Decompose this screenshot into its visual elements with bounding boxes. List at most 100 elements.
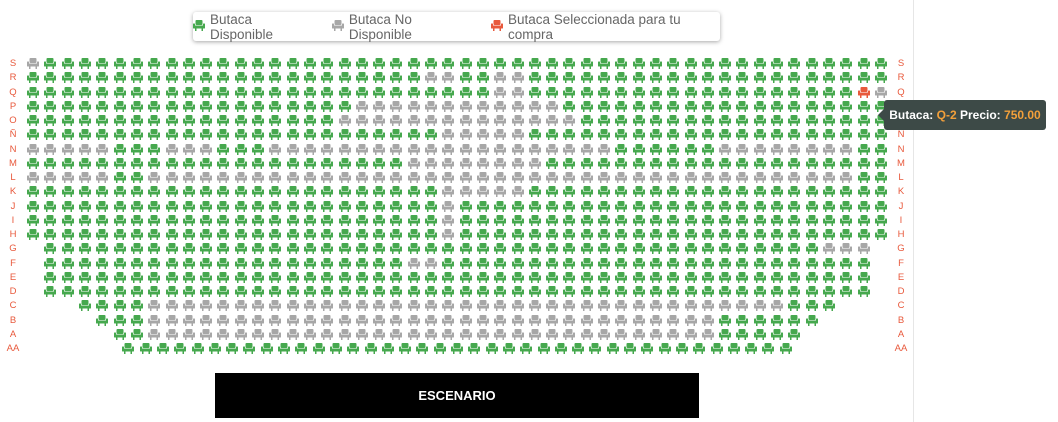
seat[interactable] bbox=[753, 243, 766, 255]
seat[interactable] bbox=[667, 72, 680, 84]
seat[interactable] bbox=[27, 200, 40, 212]
seat[interactable] bbox=[390, 157, 403, 169]
seat[interactable] bbox=[476, 214, 489, 226]
seat[interactable] bbox=[407, 200, 420, 212]
seat[interactable] bbox=[719, 243, 732, 255]
seat[interactable] bbox=[840, 58, 853, 69]
seat[interactable] bbox=[303, 271, 316, 283]
seat[interactable] bbox=[355, 129, 368, 141]
seat[interactable] bbox=[788, 157, 801, 169]
seat[interactable] bbox=[598, 243, 611, 255]
seat[interactable] bbox=[546, 72, 559, 84]
seat[interactable] bbox=[476, 72, 489, 84]
seat[interactable] bbox=[303, 58, 316, 69]
seat[interactable] bbox=[303, 86, 316, 98]
seat[interactable] bbox=[390, 257, 403, 269]
seat[interactable] bbox=[598, 286, 611, 297]
seat[interactable] bbox=[459, 72, 472, 84]
seat[interactable] bbox=[442, 58, 455, 69]
seat[interactable] bbox=[857, 143, 870, 155]
seat[interactable] bbox=[148, 86, 161, 98]
seat[interactable] bbox=[822, 100, 835, 112]
seat[interactable] bbox=[113, 72, 126, 84]
seat[interactable] bbox=[407, 58, 420, 69]
seat[interactable] bbox=[252, 129, 265, 141]
seat[interactable] bbox=[286, 271, 299, 283]
seat[interactable] bbox=[615, 186, 628, 198]
seat[interactable] bbox=[200, 200, 213, 212]
seat[interactable] bbox=[874, 157, 887, 169]
seat[interactable] bbox=[805, 200, 818, 212]
seat[interactable] bbox=[624, 343, 636, 354]
seat[interactable] bbox=[684, 286, 697, 297]
seat[interactable] bbox=[303, 200, 316, 212]
seat[interactable] bbox=[736, 72, 749, 84]
seat[interactable] bbox=[468, 343, 481, 354]
seat[interactable] bbox=[805, 100, 818, 112]
seat[interactable] bbox=[338, 271, 351, 283]
seat[interactable] bbox=[615, 257, 628, 269]
seat[interactable] bbox=[805, 286, 818, 297]
seat[interactable] bbox=[822, 271, 835, 283]
seat[interactable] bbox=[303, 100, 316, 112]
seat[interactable] bbox=[822, 115, 835, 126]
seat[interactable] bbox=[407, 243, 420, 255]
seat[interactable] bbox=[632, 86, 645, 98]
seat[interactable] bbox=[269, 229, 282, 240]
seat[interactable] bbox=[598, 186, 611, 198]
seat[interactable] bbox=[79, 115, 92, 126]
seat[interactable] bbox=[252, 243, 265, 255]
seat[interactable] bbox=[840, 271, 853, 283]
seat[interactable] bbox=[632, 243, 645, 255]
seat[interactable] bbox=[563, 157, 576, 169]
seat[interactable] bbox=[27, 72, 40, 84]
seat[interactable] bbox=[701, 271, 714, 283]
seat[interactable] bbox=[580, 286, 593, 297]
seat[interactable] bbox=[857, 115, 870, 126]
seat[interactable] bbox=[805, 300, 818, 312]
seat[interactable] bbox=[390, 271, 403, 283]
seat[interactable] bbox=[373, 214, 386, 226]
seat[interactable] bbox=[649, 72, 662, 84]
seat[interactable] bbox=[788, 314, 801, 326]
seat[interactable] bbox=[753, 58, 766, 69]
seat[interactable] bbox=[649, 286, 662, 297]
seat[interactable] bbox=[79, 257, 92, 269]
seat[interactable] bbox=[113, 286, 126, 297]
seat[interactable] bbox=[321, 72, 334, 84]
seat[interactable] bbox=[27, 214, 40, 226]
seat[interactable] bbox=[79, 86, 92, 98]
seat[interactable] bbox=[234, 115, 247, 126]
seat[interactable] bbox=[857, 100, 870, 112]
seat[interactable] bbox=[96, 157, 109, 169]
seat[interactable] bbox=[364, 343, 377, 354]
seat[interactable] bbox=[598, 129, 611, 141]
seat[interactable] bbox=[407, 229, 420, 240]
seat[interactable] bbox=[303, 229, 316, 240]
seat[interactable] bbox=[303, 115, 316, 126]
seat[interactable] bbox=[234, 58, 247, 69]
seat[interactable] bbox=[269, 115, 282, 126]
seat[interactable] bbox=[252, 115, 265, 126]
seat[interactable] bbox=[96, 86, 109, 98]
seat[interactable] bbox=[148, 129, 161, 141]
seat[interactable] bbox=[641, 343, 654, 354]
seat[interactable] bbox=[701, 186, 714, 198]
seat[interactable] bbox=[303, 157, 316, 169]
seat[interactable] bbox=[407, 86, 420, 98]
seat[interactable] bbox=[165, 200, 178, 212]
seat[interactable] bbox=[321, 286, 334, 297]
seat[interactable] bbox=[598, 157, 611, 169]
seat[interactable] bbox=[373, 157, 386, 169]
seat[interactable] bbox=[684, 115, 697, 126]
seat[interactable] bbox=[840, 214, 853, 226]
seat[interactable] bbox=[805, 314, 818, 326]
seat[interactable] bbox=[338, 129, 351, 141]
seat[interactable] bbox=[719, 214, 732, 226]
seat[interactable] bbox=[130, 72, 143, 84]
seat[interactable] bbox=[476, 286, 489, 297]
seat[interactable] bbox=[649, 186, 662, 198]
seat[interactable] bbox=[649, 143, 662, 155]
seat[interactable] bbox=[788, 186, 801, 198]
seat[interactable] bbox=[667, 257, 680, 269]
